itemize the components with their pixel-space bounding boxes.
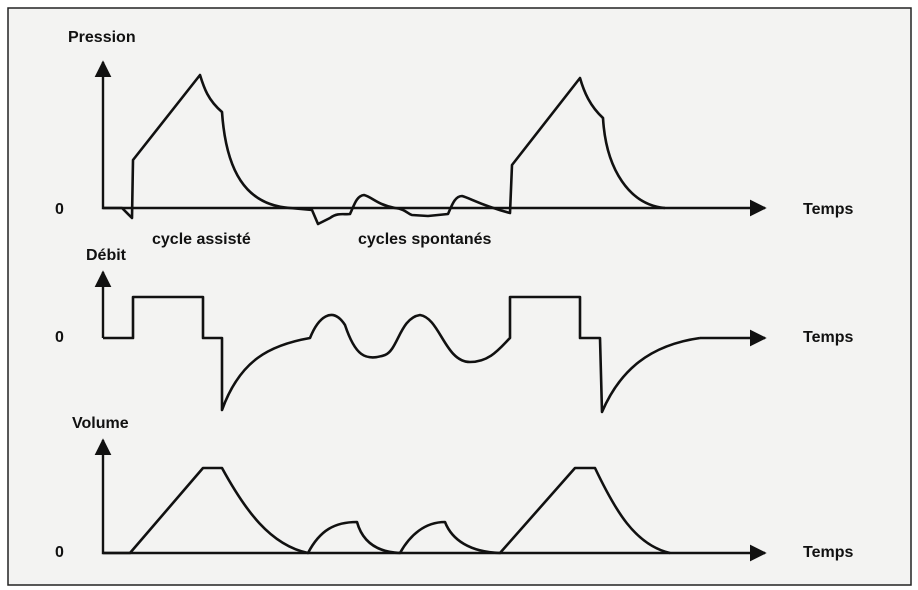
y-label: Volume (72, 415, 129, 432)
pressure-curve (103, 73, 666, 226)
flow-curve (103, 295, 701, 414)
zero-label: 0 (55, 544, 64, 561)
annotation: cycle assisté (152, 231, 251, 248)
pressure-panel: Pression 0 Temps cycle assisté cycles sp… (55, 29, 853, 248)
zero-label: 0 (55, 329, 64, 346)
x-label: Temps (803, 544, 853, 561)
volume-panel: Volume 0 Temps (55, 415, 853, 562)
y-label: Pression (68, 29, 136, 46)
flow-panel: Débit 0 Temps (55, 247, 853, 414)
volume-curve (103, 466, 671, 555)
zero-label: 0 (55, 201, 64, 218)
x-label: Temps (803, 329, 853, 346)
annotation: cycles spontanés (358, 231, 492, 248)
y-label: Débit (86, 247, 127, 264)
x-label: Temps (803, 201, 853, 218)
